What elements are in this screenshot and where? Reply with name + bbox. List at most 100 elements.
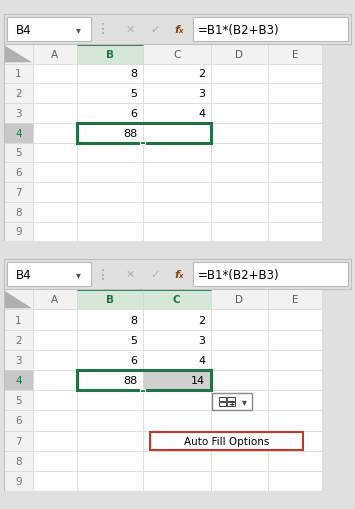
Bar: [33, 451, 77, 471]
Bar: [143, 84, 211, 104]
Text: 6: 6: [131, 355, 137, 365]
Bar: [77, 370, 211, 390]
Text: ▾: ▾: [242, 397, 247, 407]
Bar: [77, 104, 143, 124]
Bar: [77, 222, 143, 242]
Bar: [211, 65, 268, 84]
Bar: [33, 163, 77, 183]
FancyBboxPatch shape: [193, 18, 348, 42]
Text: 2: 2: [15, 89, 22, 99]
Bar: [77, 310, 143, 330]
Bar: [33, 222, 77, 242]
Bar: [143, 350, 211, 370]
Bar: [211, 45, 268, 65]
Bar: [268, 124, 322, 143]
Bar: [77, 124, 211, 143]
Bar: [211, 411, 268, 431]
Bar: [77, 451, 143, 471]
Bar: [268, 350, 322, 370]
Bar: [268, 310, 322, 330]
Bar: [4, 431, 33, 451]
Text: C: C: [173, 49, 180, 60]
Bar: [77, 45, 143, 65]
Text: 2: 2: [198, 315, 205, 325]
Text: B: B: [106, 295, 114, 305]
Bar: [268, 370, 322, 390]
Bar: [143, 411, 211, 431]
Bar: [143, 104, 211, 124]
Bar: [4, 310, 33, 330]
Bar: [211, 84, 268, 104]
Text: ✓: ✓: [150, 270, 160, 279]
Text: D: D: [235, 49, 243, 60]
Text: 3: 3: [15, 355, 22, 365]
Text: 4: 4: [15, 128, 22, 138]
Text: 9: 9: [15, 476, 22, 486]
Bar: [211, 203, 268, 222]
Text: 5: 5: [131, 335, 137, 345]
Bar: [211, 163, 268, 183]
Bar: [4, 104, 33, 124]
Bar: [211, 330, 268, 350]
Bar: [4, 370, 33, 390]
Bar: [33, 104, 77, 124]
Text: 1: 1: [15, 315, 22, 325]
Bar: [143, 370, 211, 390]
Bar: [268, 45, 322, 65]
Bar: [211, 370, 268, 390]
Bar: [4, 222, 33, 242]
Bar: [4, 84, 33, 104]
Text: fₓ: fₓ: [175, 25, 184, 35]
Bar: [33, 390, 77, 411]
Text: 8: 8: [130, 69, 137, 79]
Bar: [268, 203, 322, 222]
Text: A: A: [51, 295, 59, 305]
Bar: [77, 143, 143, 163]
Bar: [4, 411, 33, 431]
Bar: [268, 330, 322, 350]
Bar: [33, 183, 77, 203]
FancyBboxPatch shape: [150, 432, 303, 449]
Text: Auto Fill Options: Auto Fill Options: [184, 436, 269, 446]
Text: 2: 2: [198, 69, 205, 79]
Bar: [77, 471, 143, 491]
Bar: [143, 310, 211, 330]
Bar: [268, 411, 322, 431]
Bar: [77, 431, 143, 451]
Bar: [77, 65, 143, 84]
Bar: [211, 350, 268, 370]
Bar: [33, 45, 77, 65]
Text: B4: B4: [16, 23, 31, 37]
Bar: [77, 183, 143, 203]
Bar: [4, 290, 33, 310]
Bar: [33, 143, 77, 163]
Bar: [33, 411, 77, 431]
Bar: [143, 65, 211, 84]
Text: 6: 6: [131, 109, 137, 119]
Text: E: E: [292, 295, 298, 305]
Bar: [4, 163, 33, 183]
Text: ⋮: ⋮: [96, 22, 110, 36]
Text: =B1*(B2+B3): =B1*(B2+B3): [198, 23, 279, 37]
Bar: [143, 163, 211, 183]
Text: 4: 4: [198, 109, 205, 119]
Text: ▾: ▾: [76, 25, 81, 35]
Bar: [143, 143, 211, 163]
Text: 5: 5: [15, 148, 22, 158]
Bar: [77, 411, 143, 431]
Bar: [4, 330, 33, 350]
Polygon shape: [5, 291, 32, 308]
Text: 5: 5: [131, 89, 137, 99]
Text: ▾: ▾: [76, 270, 81, 279]
Text: 88: 88: [123, 128, 137, 138]
Bar: [33, 370, 77, 390]
Bar: [77, 124, 143, 143]
Bar: [33, 471, 77, 491]
Bar: [33, 65, 77, 84]
Bar: [4, 65, 33, 84]
Bar: [33, 203, 77, 222]
Bar: [33, 350, 77, 370]
Bar: [211, 451, 268, 471]
Bar: [4, 471, 33, 491]
Text: =B1*(B2+B3): =B1*(B2+B3): [198, 268, 279, 281]
